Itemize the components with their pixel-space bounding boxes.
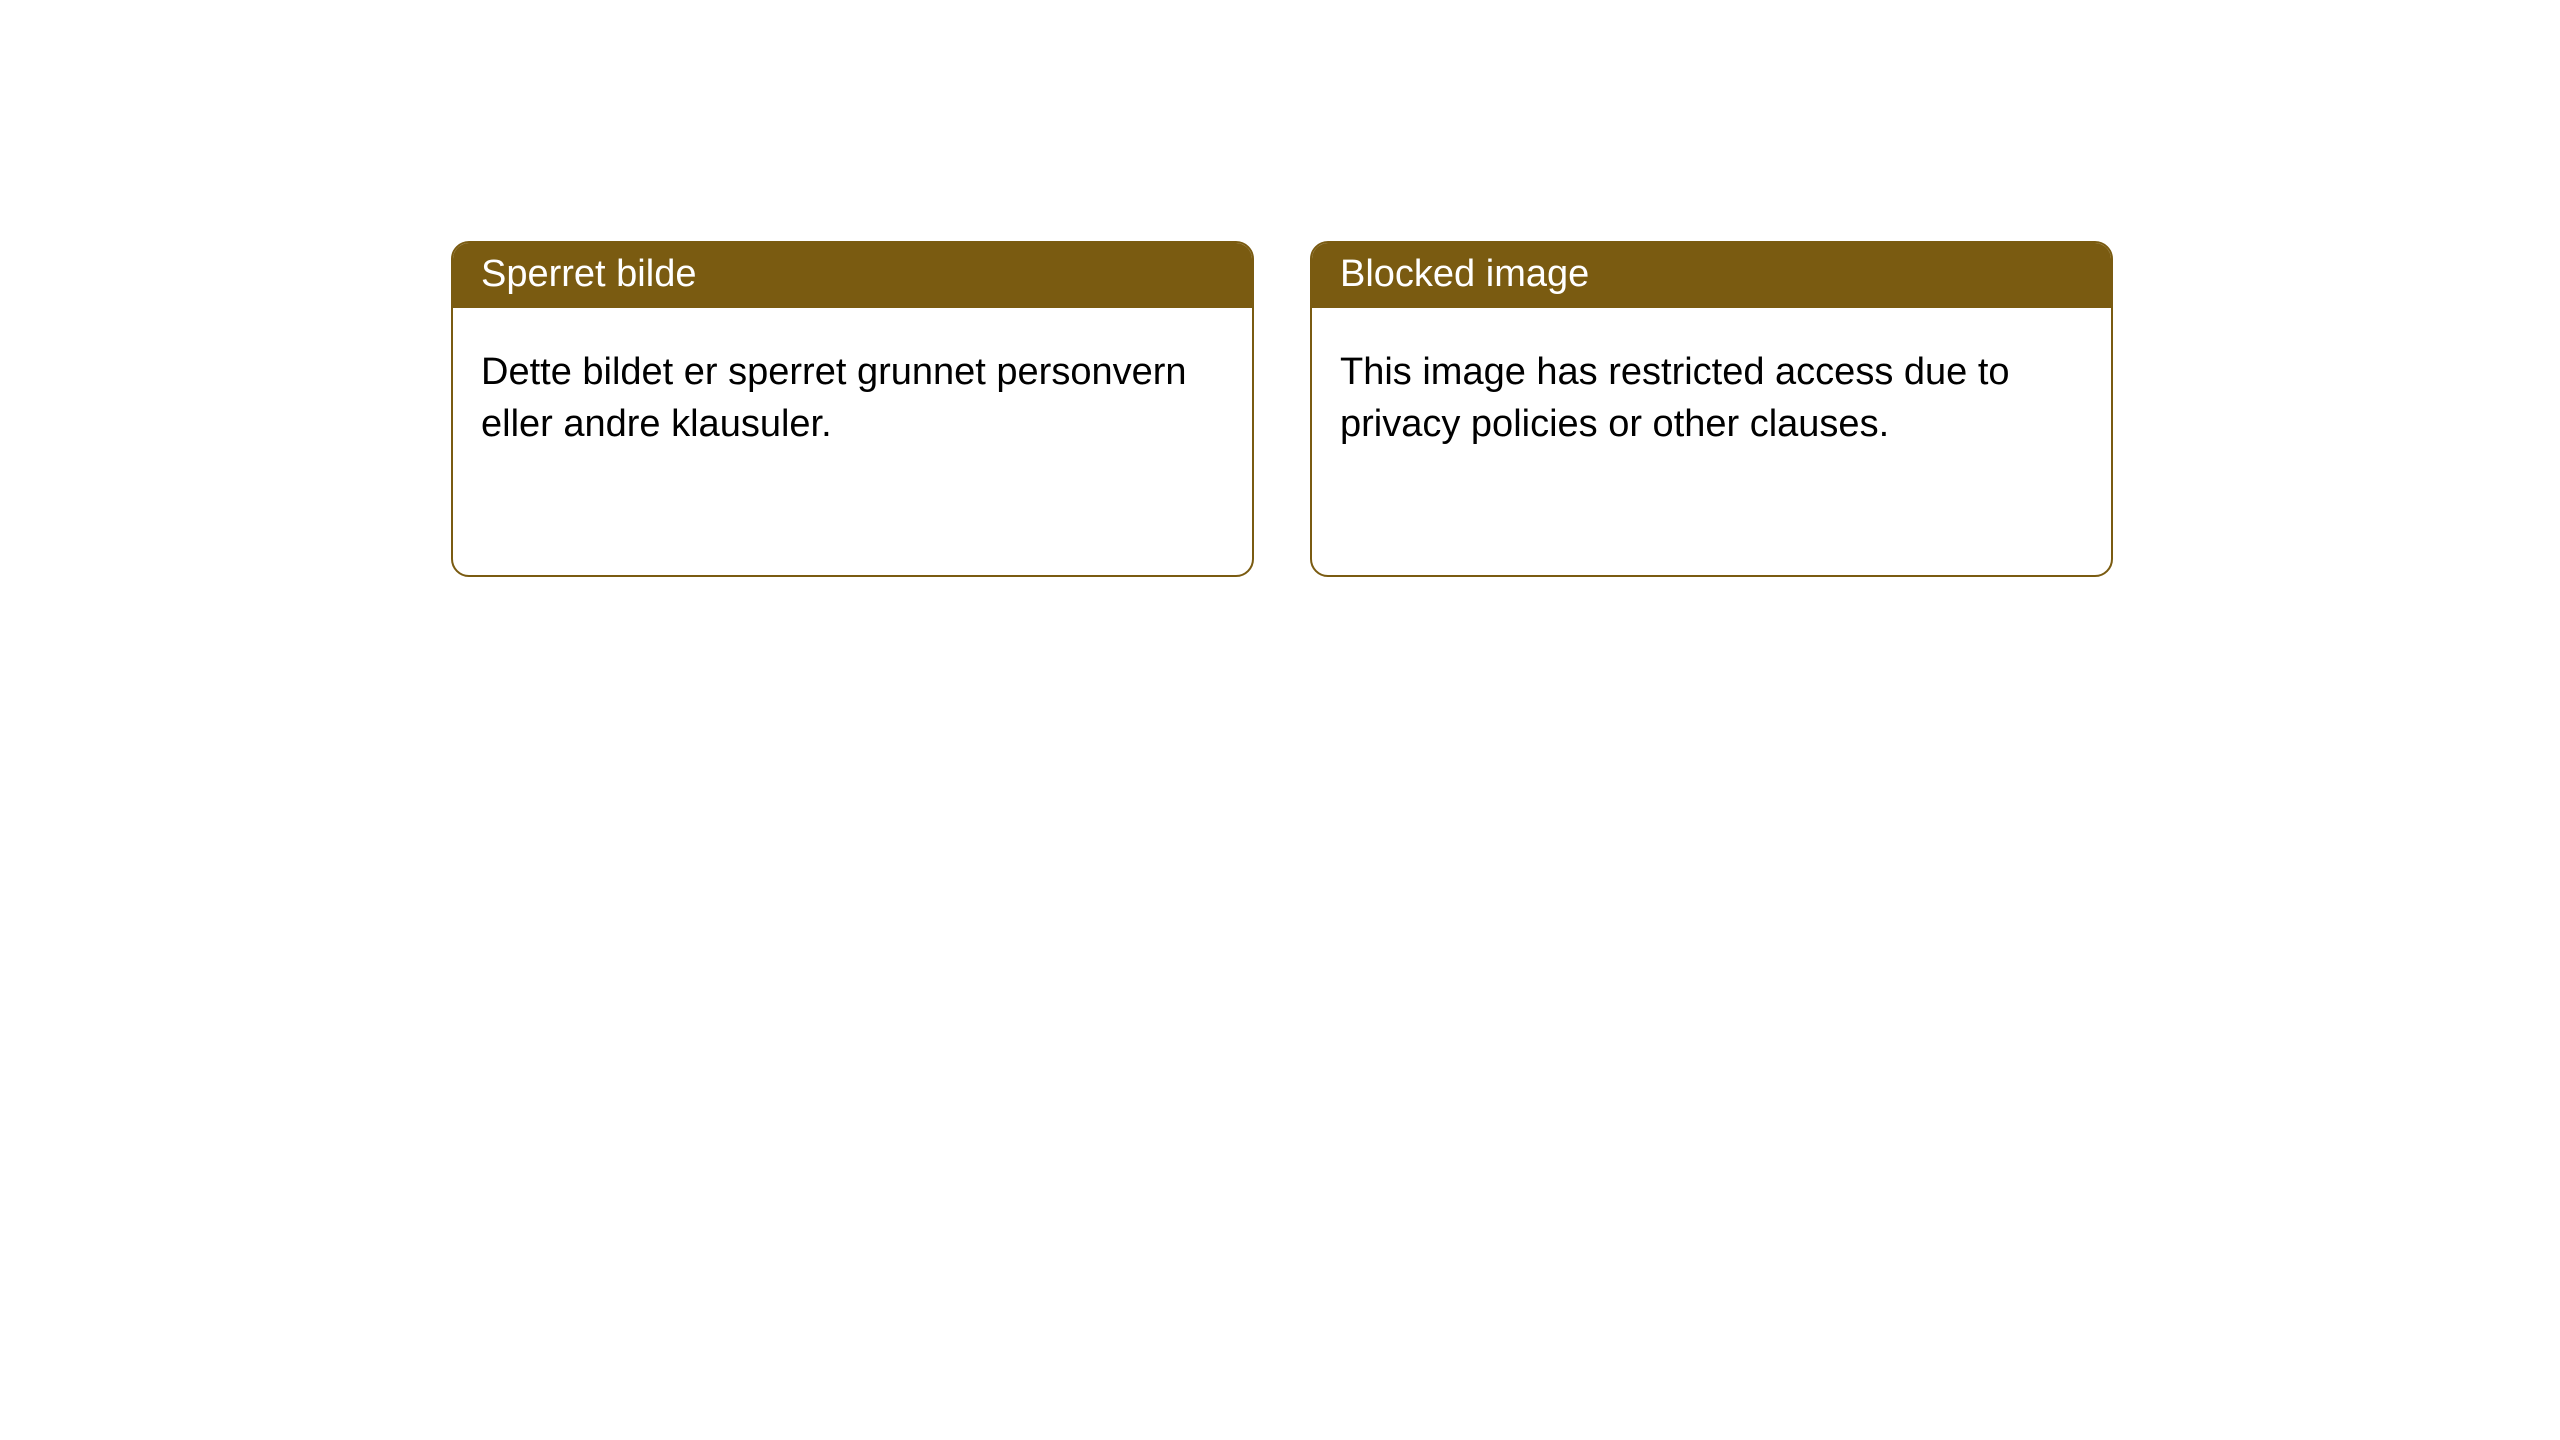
notice-body: This image has restricted access due to … <box>1312 308 2111 471</box>
notice-container: Sperret bilde Dette bildet er sperret gr… <box>0 0 2560 577</box>
notice-header: Blocked image <box>1312 243 2111 308</box>
notice-body: Dette bildet er sperret grunnet personve… <box>453 308 1252 471</box>
notice-header: Sperret bilde <box>453 243 1252 308</box>
notice-card-norwegian: Sperret bilde Dette bildet er sperret gr… <box>451 241 1254 577</box>
notice-card-english: Blocked image This image has restricted … <box>1310 241 2113 577</box>
